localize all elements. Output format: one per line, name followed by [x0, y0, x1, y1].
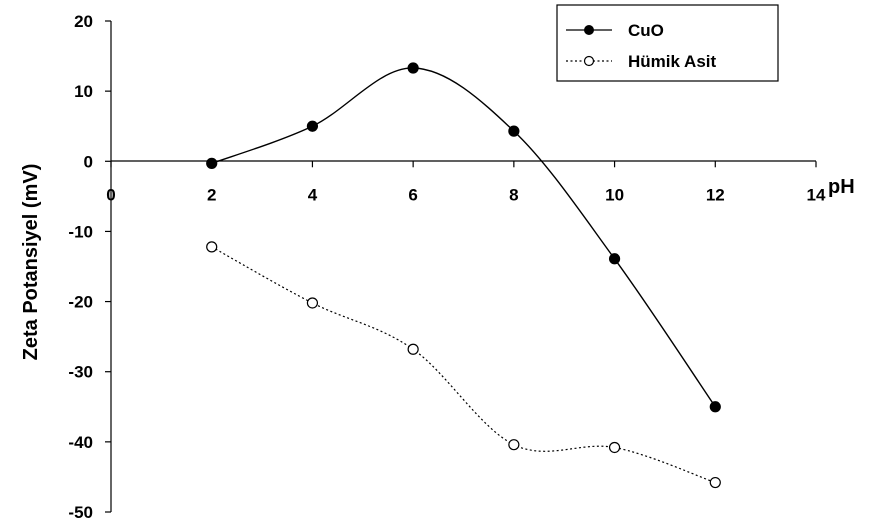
legend: CuO Hümik Asit: [556, 4, 779, 82]
y-tick-label: -10: [68, 222, 93, 241]
y-tick-label: -40: [68, 433, 93, 452]
y-tick-label: 10: [74, 82, 93, 101]
data-point-h-mik-asit: [407, 343, 419, 355]
legend-marker-cuo: [584, 25, 594, 35]
y-tick-label: -30: [68, 363, 93, 382]
data-point-cuo: [508, 125, 520, 137]
x-tick-label: 6: [408, 185, 417, 204]
x-tick-label: 0: [106, 185, 115, 204]
series-line-h-mik-asit: [211, 246, 716, 484]
y-tick-label: -50: [68, 503, 93, 522]
series-layer: [206, 62, 721, 489]
data-point-cuo: [206, 157, 218, 169]
y-tick-label: -20: [68, 293, 93, 312]
y-axis-ticks: 20 10 0 -10 -20 -30 -40 -50: [68, 12, 111, 522]
x-tick-label: 2: [207, 185, 216, 204]
x-axis-ticks: 0 2 4 6 8 10 12 14: [106, 161, 826, 204]
x-tick-label: 10: [605, 185, 624, 204]
data-point-cuo: [709, 401, 721, 413]
data-point-h-mik-asit: [709, 476, 721, 489]
data-point-cuo: [608, 253, 621, 265]
legend-label-cuo: CuO: [628, 21, 664, 40]
series-line-cuo: [211, 67, 716, 408]
x-axis-title: pH: [828, 176, 855, 198]
x-tick-label: 12: [706, 185, 725, 204]
data-point-cuo: [407, 62, 419, 74]
x-tick-label: 8: [509, 185, 518, 204]
y-axis-title: Zeta Potansiyel (mV): [20, 164, 42, 361]
x-tick-label: 4: [308, 185, 318, 204]
data-point-h-mik-asit: [206, 241, 218, 253]
y-tick-label: 20: [74, 12, 93, 31]
data-point-h-mik-asit: [508, 439, 520, 451]
data-point-h-mik-asit: [306, 297, 319, 309]
legend-box: [556, 4, 779, 82]
legend-label-humik-asit: Hümik Asit: [628, 52, 717, 71]
y-tick-label: 0: [84, 152, 93, 171]
legend-marker-humik-asit: [583, 55, 595, 67]
x-tick-label: 14: [807, 185, 826, 204]
data-point-h-mik-asit: [608, 441, 621, 454]
data-point-cuo: [306, 120, 319, 132]
